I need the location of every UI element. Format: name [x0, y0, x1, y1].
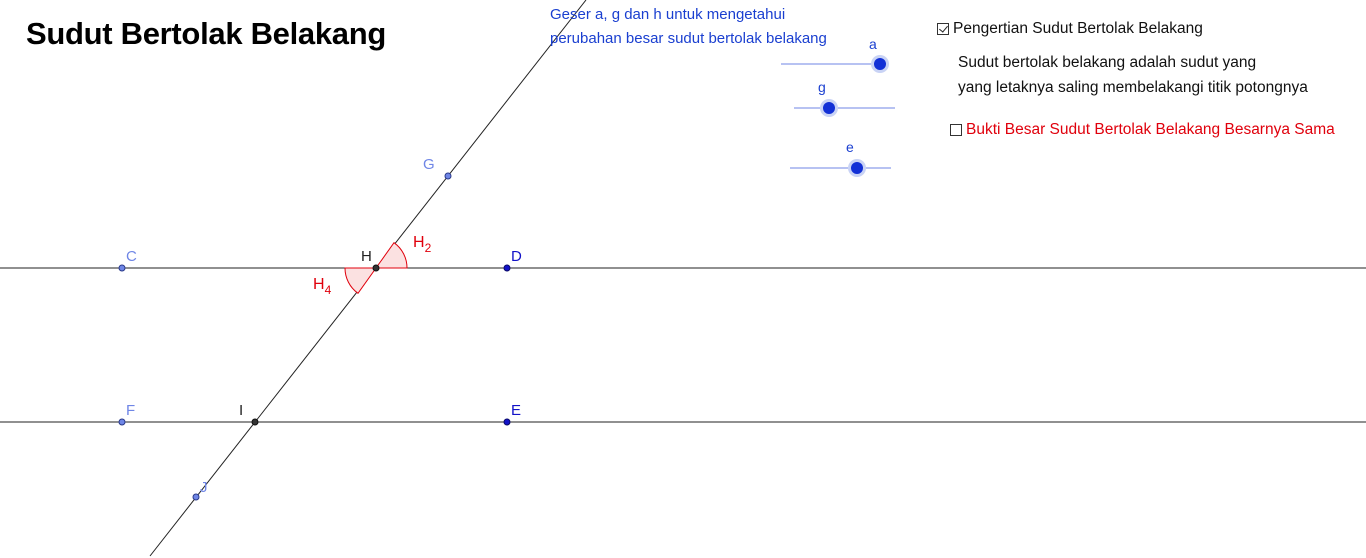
point-f[interactable]: [118, 418, 126, 426]
point-i: [251, 418, 259, 426]
definition-line-1: Sudut bertolak belakang adalah sudut yan…: [958, 54, 1257, 71]
definition-checkbox-label: Pengertian Sudut Bertolak Belakang: [953, 20, 1203, 37]
page-title: Sudut Bertolak Belakang: [26, 16, 387, 51]
slider-g[interactable]: g: [794, 79, 895, 117]
angle-h4-base: H: [313, 276, 325, 293]
label-g: G: [423, 156, 435, 173]
point-e[interactable]: [503, 418, 511, 426]
slider-a-label: a: [869, 36, 877, 52]
label-c: C: [126, 248, 137, 265]
slider-a[interactable]: a: [781, 36, 889, 73]
definition-line-2: yang letaknya saling membelakangi titik …: [958, 79, 1308, 96]
definition-toggle[interactable]: Pengertian Sudut Bertolak Belakang: [937, 20, 1203, 38]
label-d: D: [511, 248, 522, 265]
point-j[interactable]: [192, 493, 200, 501]
angle-h2-base: H: [413, 234, 425, 251]
label-i: I: [239, 402, 243, 419]
instruction-line-2: perubahan besar sudut bertolak belakang: [550, 30, 827, 47]
angle-h4-label: H4: [313, 276, 332, 297]
instruction-line-1: Geser a, g dan h untuk mengetahui: [550, 6, 786, 23]
angle-h2-sector: [375, 242, 408, 269]
definition-text: Sudut bertolak belakang adalah sudut yan…: [958, 50, 1308, 100]
slider-e-label: e: [846, 139, 854, 155]
proof-checkbox[interactable]: [950, 124, 962, 136]
label-h: H: [361, 248, 372, 265]
angle-h2-sub: 2: [425, 241, 432, 255]
proof-toggle[interactable]: Bukti Besar Sudut Bertolak Belakang Besa…: [950, 121, 1335, 139]
slider-e-handle[interactable]: [851, 162, 863, 174]
point-g[interactable]: [444, 172, 452, 180]
point-h: [372, 264, 380, 272]
slider-e[interactable]: e: [790, 139, 891, 177]
label-e: E: [511, 402, 521, 419]
point-c[interactable]: [118, 264, 126, 272]
slider-g-label: g: [818, 79, 826, 95]
definition-checkbox[interactable]: [937, 23, 949, 35]
proof-checkbox-label: Bukti Besar Sudut Bertolak Belakang Besa…: [966, 121, 1335, 138]
angle-h4-sub: 4: [325, 283, 332, 297]
label-f: F: [126, 402, 135, 419]
angle-h4-sector: [344, 267, 377, 294]
slider-g-handle[interactable]: [823, 102, 835, 114]
label-j: J: [200, 479, 208, 496]
point-d[interactable]: [503, 264, 511, 272]
slider-a-handle[interactable]: [874, 58, 886, 70]
angle-h2-label: H2: [413, 234, 432, 255]
instruction-text: Geser a, g dan h untuk mengetahui peruba…: [550, 3, 827, 51]
